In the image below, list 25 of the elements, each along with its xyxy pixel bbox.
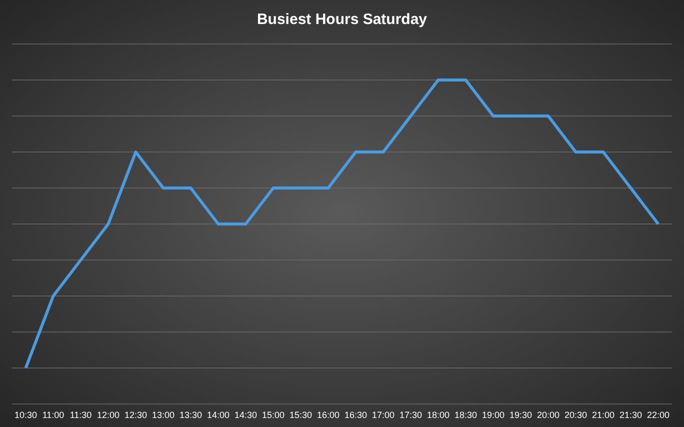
x-tick-label: 10:30 [14, 410, 38, 420]
x-tick-label: 15:00 [262, 410, 285, 420]
x-tick-label: 13:00 [152, 410, 175, 420]
x-tick-label: 20:00 [536, 410, 560, 420]
x-tick-label: 16:30 [344, 410, 368, 420]
x-tick-label: 14:30 [234, 410, 258, 420]
x-tick-label: 11:30 [70, 410, 92, 420]
x-tick-label: 18:00 [426, 410, 450, 420]
x-tick-label: 20:30 [564, 410, 588, 420]
chart-title: Busiest Hours Saturday [256, 11, 428, 28]
x-tick-label: 18:30 [454, 410, 478, 420]
x-tick-label: 21:30 [619, 410, 642, 420]
x-tick-label: 22:00 [646, 410, 670, 420]
x-tick-label: 14:00 [206, 410, 230, 420]
x-tick-label: 12:00 [96, 410, 120, 420]
x-tick-label: 13:30 [179, 410, 202, 420]
x-tick-label: 17:00 [372, 410, 395, 420]
x-tick-label: 11:00 [42, 410, 64, 420]
x-tick-label: 21:00 [592, 410, 615, 420]
x-tick-label: 19:30 [509, 410, 532, 420]
x-tick-label: 16:00 [316, 410, 340, 420]
x-tick-label: 15:30 [289, 410, 312, 420]
x-tick-label: 12:30 [124, 410, 148, 420]
x-tick-label: 17:30 [399, 410, 422, 420]
x-tick-label: 19:00 [482, 410, 505, 420]
